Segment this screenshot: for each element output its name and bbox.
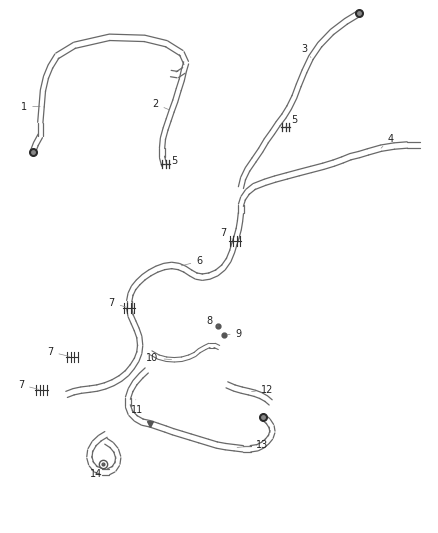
- Text: 2: 2: [152, 99, 169, 110]
- Text: 3: 3: [301, 44, 311, 58]
- Text: 6: 6: [181, 256, 202, 266]
- Text: 8: 8: [206, 316, 218, 326]
- Text: 7: 7: [47, 347, 70, 357]
- Text: 5: 5: [166, 156, 177, 166]
- Text: 7: 7: [109, 298, 127, 308]
- Text: 1: 1: [21, 102, 40, 111]
- Text: 12: 12: [251, 385, 273, 395]
- Text: 13: 13: [237, 440, 268, 450]
- Text: 9: 9: [227, 329, 242, 338]
- Text: 11: 11: [131, 400, 143, 415]
- Text: 5: 5: [286, 115, 297, 127]
- Text: 4: 4: [381, 134, 394, 148]
- Text: 7: 7: [18, 380, 39, 390]
- Text: 7: 7: [220, 229, 233, 239]
- Text: 10: 10: [146, 353, 172, 363]
- Text: 14: 14: [90, 464, 103, 479]
